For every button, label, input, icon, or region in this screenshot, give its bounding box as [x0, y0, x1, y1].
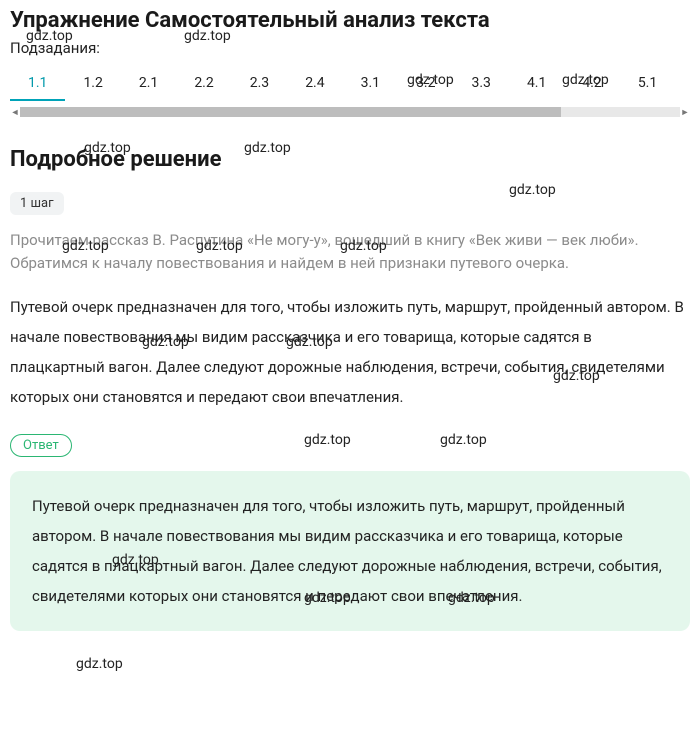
watermark: gdz.top	[76, 656, 123, 672]
tab-4-1[interactable]: 4.1	[509, 67, 564, 101]
subtasks-label: Подзадания:	[10, 39, 690, 57]
tab-5-1[interactable]: 5.1	[620, 67, 675, 101]
answer-box: Путевой очерк предназначен для того, что…	[10, 471, 690, 631]
scroll-right-icon[interactable]: ►	[680, 107, 690, 117]
scroll-thumb[interactable]	[20, 107, 561, 117]
tab-2-3[interactable]: 2.3	[232, 67, 287, 101]
step-badge: 1 шаг	[10, 192, 64, 215]
exercise-title: Упражнение Самостоятельный анализ текста	[10, 8, 690, 33]
tab-3-1[interactable]: 3.1	[343, 67, 398, 101]
answer-label: Ответ	[10, 434, 72, 457]
scroll-track[interactable]	[20, 107, 680, 117]
tab-1-2[interactable]: 1.2	[65, 67, 120, 101]
tabs-nav: 1.11.22.12.22.32.43.13.23.34.14.25.1 ◄ ►	[10, 67, 690, 119]
tab-4-2[interactable]: 4.2	[564, 67, 619, 101]
tab-2-1[interactable]: 2.1	[121, 67, 176, 101]
tab-2-2[interactable]: 2.2	[176, 67, 231, 101]
tab-1-1[interactable]: 1.1	[10, 67, 65, 101]
body-paragraph: Путевой очерк предназначен для того, что…	[10, 292, 690, 412]
intro-paragraph: Прочитаем рассказ В. Распутина «Не могу-…	[10, 229, 690, 274]
tabs-scrollbar[interactable]: ◄ ►	[10, 105, 690, 119]
solution-heading: Подробное решение	[10, 147, 690, 172]
scroll-left-icon[interactable]: ◄	[10, 107, 20, 117]
tab-3-3[interactable]: 3.3	[454, 67, 509, 101]
tab-2-4[interactable]: 2.4	[287, 67, 342, 101]
tab-3-2[interactable]: 3.2	[398, 67, 453, 101]
